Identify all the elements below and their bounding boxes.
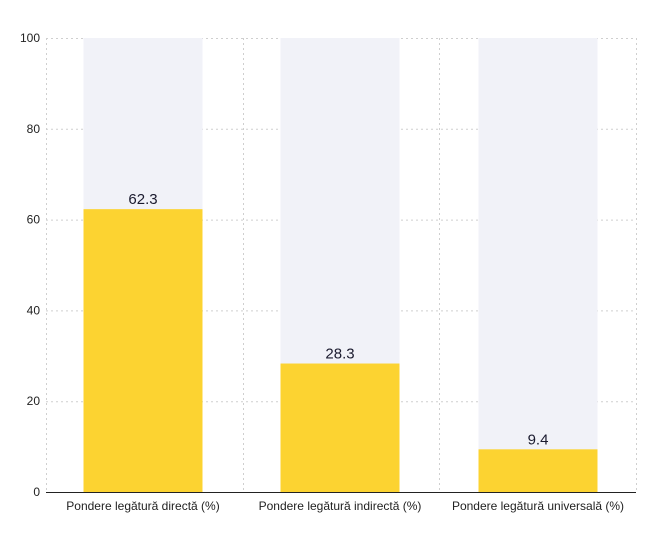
- value-label: 62.3: [128, 191, 157, 208]
- x-tick-label: Pondere legătură indirectă (%): [259, 499, 422, 513]
- bar: [478, 449, 598, 492]
- y-tick-label: 80: [27, 122, 41, 136]
- value-labels: 62.3 28.3 9.4: [128, 191, 548, 448]
- bar: [83, 209, 203, 492]
- x-tick-labels: Pondere legătură directă (%) Pondere legă…: [66, 499, 624, 513]
- x-tick-label: Pondere legătură universală (%): [452, 499, 624, 513]
- x-tick-label: Pondere legătură directă (%): [66, 499, 219, 513]
- bars: [83, 209, 598, 492]
- y-tick-label: 20: [27, 394, 41, 408]
- y-tick-label: 60: [27, 213, 41, 227]
- y-tick-label: 100: [20, 31, 40, 45]
- value-label: 9.4: [528, 431, 549, 448]
- bar: [280, 363, 400, 492]
- y-tick-label: 40: [27, 303, 41, 317]
- y-tick-labels: 0 20 40 60 80 100: [20, 31, 40, 499]
- y-tick-label: 0: [33, 485, 40, 499]
- value-label: 28.3: [325, 346, 354, 363]
- background-bar: [478, 38, 598, 492]
